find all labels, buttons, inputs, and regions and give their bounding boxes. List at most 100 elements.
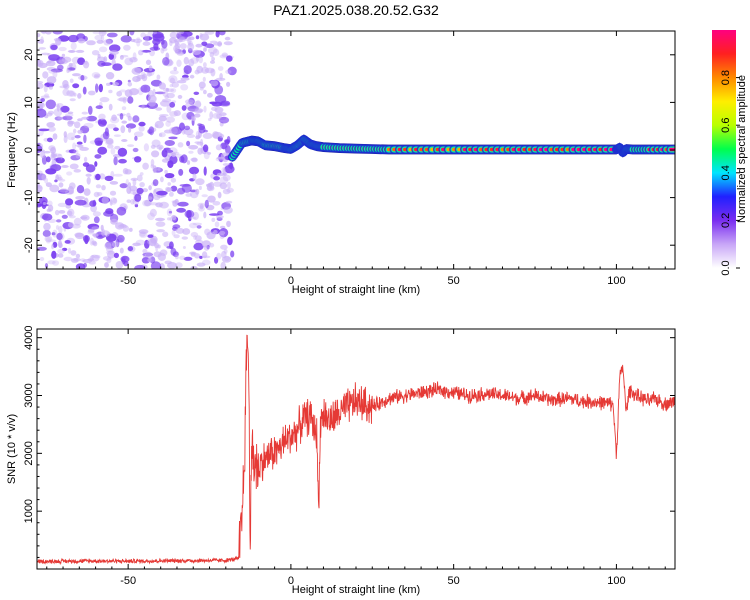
noise-blob — [133, 67, 142, 73]
noise-blob — [184, 125, 191, 131]
noise-blob — [40, 151, 46, 159]
noise-blob — [201, 251, 208, 259]
noise-blob — [94, 154, 102, 159]
noise-blob — [199, 255, 203, 259]
noise-blob — [168, 136, 178, 140]
noise-blob — [142, 248, 148, 254]
noise-blob — [192, 222, 203, 226]
noise-blob — [148, 65, 153, 72]
noise-blob — [128, 127, 132, 133]
noise-blob — [179, 43, 187, 50]
noise-blob — [172, 251, 179, 258]
noise-blob — [213, 176, 221, 181]
noise-blob — [142, 200, 150, 207]
noise-blob — [109, 181, 119, 185]
noise-blob — [108, 89, 113, 94]
noise-blob — [72, 142, 77, 150]
noise-blob — [91, 50, 100, 56]
noise-blob — [221, 52, 228, 58]
noise-blob — [44, 235, 53, 243]
noise-blob — [48, 70, 57, 74]
noise-blob — [155, 221, 166, 227]
y-tick-label: -20 — [23, 237, 35, 253]
noise-blob — [176, 59, 182, 67]
x-tick-label: 50 — [448, 575, 460, 587]
noise-blob — [181, 236, 188, 240]
noise-blob — [67, 67, 76, 71]
noise-blob — [169, 111, 178, 117]
noise-blob — [225, 69, 232, 74]
noise-blob — [127, 79, 131, 83]
noise-blob — [68, 34, 79, 43]
noise-blob — [49, 184, 60, 193]
noise-blob — [110, 218, 118, 225]
noise-blob — [202, 76, 206, 82]
noise-blob — [83, 122, 94, 129]
noise-blob — [222, 163, 230, 166]
noise-blob — [113, 173, 123, 177]
noise-blob — [61, 247, 68, 252]
noise-blob — [98, 46, 108, 53]
noise-blob — [87, 258, 94, 261]
noise-blob — [93, 75, 100, 79]
noise-blob — [72, 73, 81, 77]
noise-blob — [206, 231, 216, 240]
noise-blob — [210, 68, 216, 77]
noise-blob — [58, 182, 64, 188]
noise-blob — [151, 150, 160, 158]
noise-blob — [91, 254, 95, 259]
noise-blob — [216, 172, 225, 177]
colorbar-ticks: 0.0 0.2 0.4 0.6 0.8 — [720, 70, 740, 276]
noise-blob — [69, 98, 76, 102]
noise-blob — [103, 39, 112, 46]
noise-blob — [77, 38, 86, 44]
noise-blob — [175, 255, 179, 260]
noise-blob — [211, 57, 216, 61]
noise-blob — [46, 76, 57, 84]
noise-blob — [52, 229, 58, 238]
noise-blob — [219, 233, 225, 240]
noise-blob — [77, 144, 84, 148]
noise-blob — [88, 105, 93, 115]
noise-blob — [189, 36, 195, 41]
noise-blob — [162, 57, 170, 66]
noise-blob — [101, 62, 112, 66]
noise-blob — [182, 246, 186, 249]
noise-blob — [177, 142, 184, 148]
noise-blob — [74, 232, 84, 238]
noise-blob — [92, 211, 101, 217]
noise-blob — [171, 152, 177, 158]
noise-blob — [86, 40, 96, 46]
noise-blob — [149, 46, 161, 51]
noise-blob — [109, 190, 117, 196]
noise-blob — [68, 63, 73, 68]
noise-blob — [218, 31, 226, 36]
noise-blob — [56, 103, 60, 112]
noise-blob — [129, 88, 139, 96]
noise-blob — [198, 81, 206, 89]
noise-blob — [111, 114, 117, 122]
noise-blob — [203, 245, 210, 251]
snr-x-label: Height of straight line (km) — [292, 584, 420, 596]
noise-blob — [141, 104, 145, 109]
noise-blob — [202, 259, 211, 266]
noise-blob — [169, 40, 173, 47]
noise-blob — [144, 34, 150, 43]
noise-blob — [106, 32, 118, 38]
noise-blob — [156, 74, 161, 80]
noise-blob — [54, 157, 62, 162]
noise-blob — [37, 62, 48, 69]
noise-blob — [125, 123, 137, 129]
y-tick-label: 2000 — [23, 441, 35, 465]
noise-blob — [166, 208, 173, 217]
noise-blob — [83, 188, 91, 196]
noise-blob — [215, 144, 222, 151]
noise-blob — [92, 233, 99, 237]
noise-blob — [85, 164, 96, 173]
noise-blob — [192, 49, 201, 56]
noise-blob — [219, 182, 228, 190]
noise-blob — [48, 85, 54, 90]
noise-blob — [130, 199, 135, 205]
noise-blob — [227, 66, 237, 76]
noise-blob — [222, 188, 231, 195]
